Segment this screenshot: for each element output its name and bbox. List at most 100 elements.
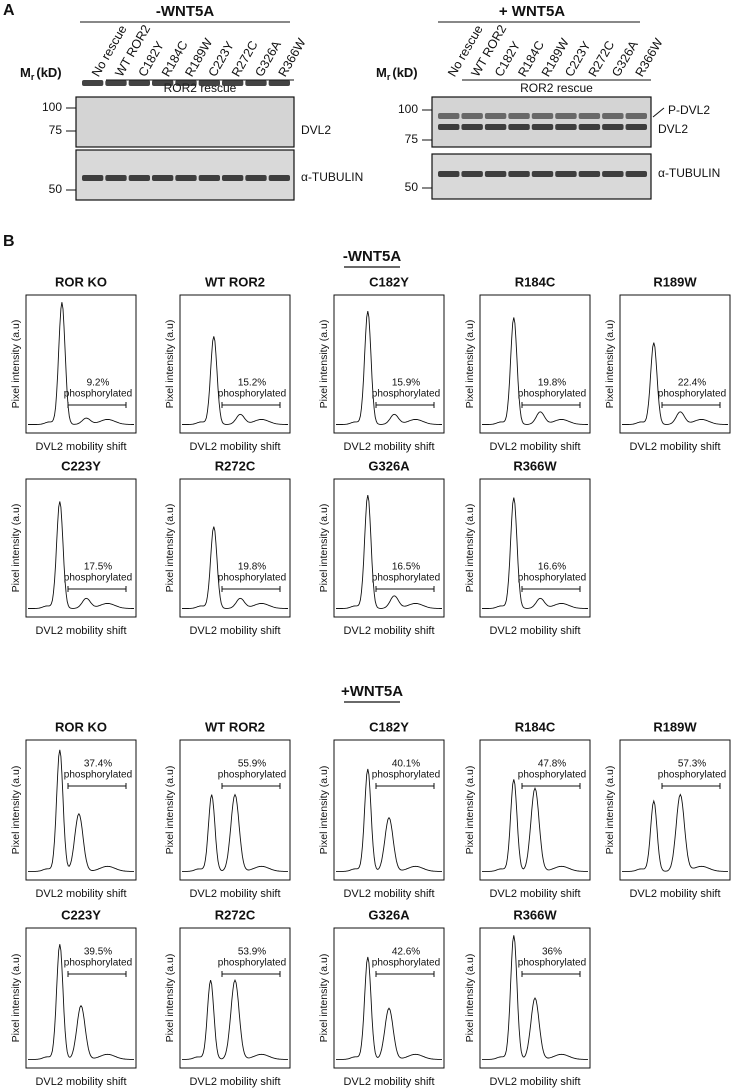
percent-label: 16.6% <box>538 562 566 573</box>
percent-label: 40.1% <box>392 759 420 770</box>
plot-title: R184C <box>515 274 556 289</box>
panel-label: B <box>3 233 15 250</box>
plot-title: C223Y <box>61 907 101 922</box>
x-axis-label: DVL2 mobility shift <box>629 888 720 900</box>
y-axis-label: Pixel intensity (a.u) <box>164 766 176 855</box>
mr-label: Mr (kD) <box>376 65 418 82</box>
lane-label: R366W <box>276 36 309 79</box>
trace <box>336 311 442 425</box>
band <box>531 171 554 177</box>
band-label: P-DVL2 <box>668 103 710 117</box>
rule <box>652 107 665 118</box>
band <box>578 171 601 177</box>
mr-sub: r <box>31 72 35 82</box>
band <box>508 113 530 119</box>
plot-frame <box>179 927 291 1069</box>
band <box>508 124 530 130</box>
plot-frame <box>479 927 591 1069</box>
phosphorylated-label: phosphorylated <box>218 389 286 400</box>
trace <box>622 342 728 425</box>
y-axis-label: Pixel intensity (a.u) <box>604 766 616 855</box>
mr-label: Mr (kD) <box>20 65 62 82</box>
band <box>508 171 530 177</box>
x-axis-label: DVL2 mobility shift <box>189 1076 280 1088</box>
percent-label: 22.4% <box>678 378 706 389</box>
y-axis-label: Pixel intensity (a.u) <box>318 766 330 855</box>
phosphorylated-label: phosphorylated <box>64 573 132 584</box>
plot-frame <box>179 294 291 434</box>
condition-title: -WNT5A <box>156 3 214 20</box>
plot-title: R189W <box>653 719 697 734</box>
percent-label: 55.9% <box>238 759 266 770</box>
x-axis-label: DVL2 mobility shift <box>489 625 580 637</box>
trace <box>482 935 588 1060</box>
band <box>602 113 624 119</box>
plot-title: R189W <box>653 274 697 289</box>
marker-label: 100 <box>42 100 62 114</box>
x-axis-label: DVL2 mobility shift <box>35 625 126 637</box>
band <box>531 113 554 119</box>
band <box>175 175 197 181</box>
phosphorylated-label: phosphorylated <box>658 389 726 400</box>
phosphorylated-label: phosphorylated <box>218 958 286 969</box>
band <box>268 175 290 181</box>
percent-label: 15.9% <box>392 378 420 389</box>
y-axis-label: Pixel intensity (a.u) <box>318 504 330 593</box>
x-axis-label: DVL2 mobility shift <box>189 441 280 453</box>
condition-title: + WNT5A <box>499 3 565 20</box>
plot-title: ROR KO <box>55 719 107 734</box>
band-label: DVL2 <box>301 123 331 137</box>
x-axis-label: DVL2 mobility shift <box>189 625 280 637</box>
y-axis-label: Pixel intensity (a.u) <box>464 766 476 855</box>
phosphorylated-label: phosphorylated <box>218 573 286 584</box>
plot-frame <box>179 739 291 881</box>
band-label: α-TUBULIN <box>658 166 720 180</box>
band <box>555 113 577 119</box>
band <box>578 113 601 119</box>
rescue-label: ROR2 rescue <box>520 81 593 95</box>
y-axis-label: Pixel intensity (a.u) <box>10 954 22 1043</box>
plot-frame <box>333 294 445 434</box>
phosphorylated-label: phosphorylated <box>518 573 586 584</box>
band <box>461 113 483 119</box>
plot-title: WT ROR2 <box>205 274 265 289</box>
band <box>198 80 220 86</box>
y-axis-label: Pixel intensity (a.u) <box>10 766 22 855</box>
band <box>82 175 104 181</box>
marker-label: 50 <box>49 182 63 196</box>
mr: M <box>376 65 387 80</box>
trace <box>622 793 728 872</box>
band <box>438 171 460 177</box>
band <box>245 175 267 181</box>
plot-title: C182Y <box>369 719 409 734</box>
band <box>484 171 507 177</box>
trace <box>182 526 288 609</box>
mr-unit: (kD) <box>36 65 61 80</box>
y-axis-label: Pixel intensity (a.u) <box>164 320 176 409</box>
band <box>222 80 244 86</box>
section-title: +WNT5A <box>341 683 403 700</box>
plot-frame <box>25 478 137 618</box>
phosphorylated-label: phosphorylated <box>372 573 440 584</box>
plot-title: C182Y <box>369 274 409 289</box>
band <box>602 124 624 130</box>
marker-label: 75 <box>405 132 419 146</box>
section-title: -WNT5A <box>343 248 401 265</box>
y-axis-label: Pixel intensity (a.u) <box>164 504 176 593</box>
plot-frame <box>479 478 591 618</box>
plot-frame <box>619 739 731 881</box>
trace <box>336 495 442 609</box>
band <box>152 80 174 86</box>
plot-frame <box>25 294 137 434</box>
band <box>175 80 197 86</box>
blot-box <box>431 96 652 148</box>
band <box>461 124 483 130</box>
mr: M <box>20 65 31 80</box>
x-axis-label: DVL2 mobility shift <box>343 888 434 900</box>
band <box>128 175 150 181</box>
plot-frame <box>25 927 137 1069</box>
plot-frame <box>479 739 591 881</box>
plot-frame <box>619 294 731 434</box>
plot-title: R366W <box>513 458 557 473</box>
